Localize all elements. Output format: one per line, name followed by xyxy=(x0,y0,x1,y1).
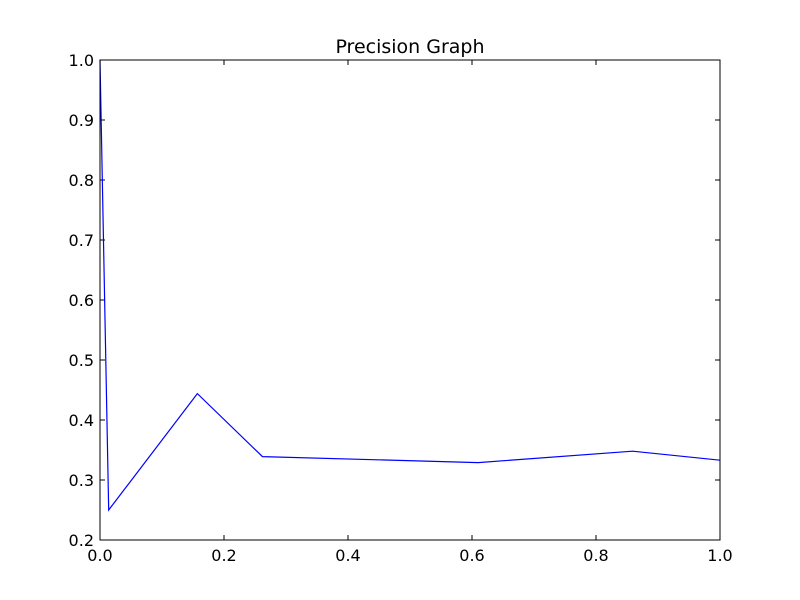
axis-ticks: 0.0 0.2 0.4 0.6 0.8 1.00.20.30.40.50.60.70.80… xyxy=(69,51,733,565)
y-tick-label: 0.8 xyxy=(69,171,94,190)
x-tick-label: 0.8 xyxy=(583,546,608,565)
x-tick-label: 1.0 xyxy=(707,546,732,565)
chart-title: Precision Graph xyxy=(335,36,484,58)
y-tick-label: 0.3 xyxy=(69,471,94,490)
axes-frame xyxy=(99,59,721,541)
series-line xyxy=(99,59,721,512)
series-layer xyxy=(99,59,721,512)
y-tick-label: 0.4 xyxy=(69,411,94,430)
x-tick-label: 0.6 xyxy=(459,546,484,565)
y-tick-label: 0.6 xyxy=(69,291,94,310)
y-tick-label: 0.9 xyxy=(69,111,94,130)
y-tick-label: 0.5 xyxy=(69,351,94,370)
x-tick-label: 0.2 xyxy=(211,546,236,565)
y-tick-label: 0.2 xyxy=(69,531,94,550)
y-tick-label: 0.7 xyxy=(69,231,94,250)
y-tick-label: 1.0 xyxy=(69,51,94,70)
x-tick-label: 0.4 xyxy=(335,546,360,565)
x-tick-label: 0.0 xyxy=(87,546,112,565)
